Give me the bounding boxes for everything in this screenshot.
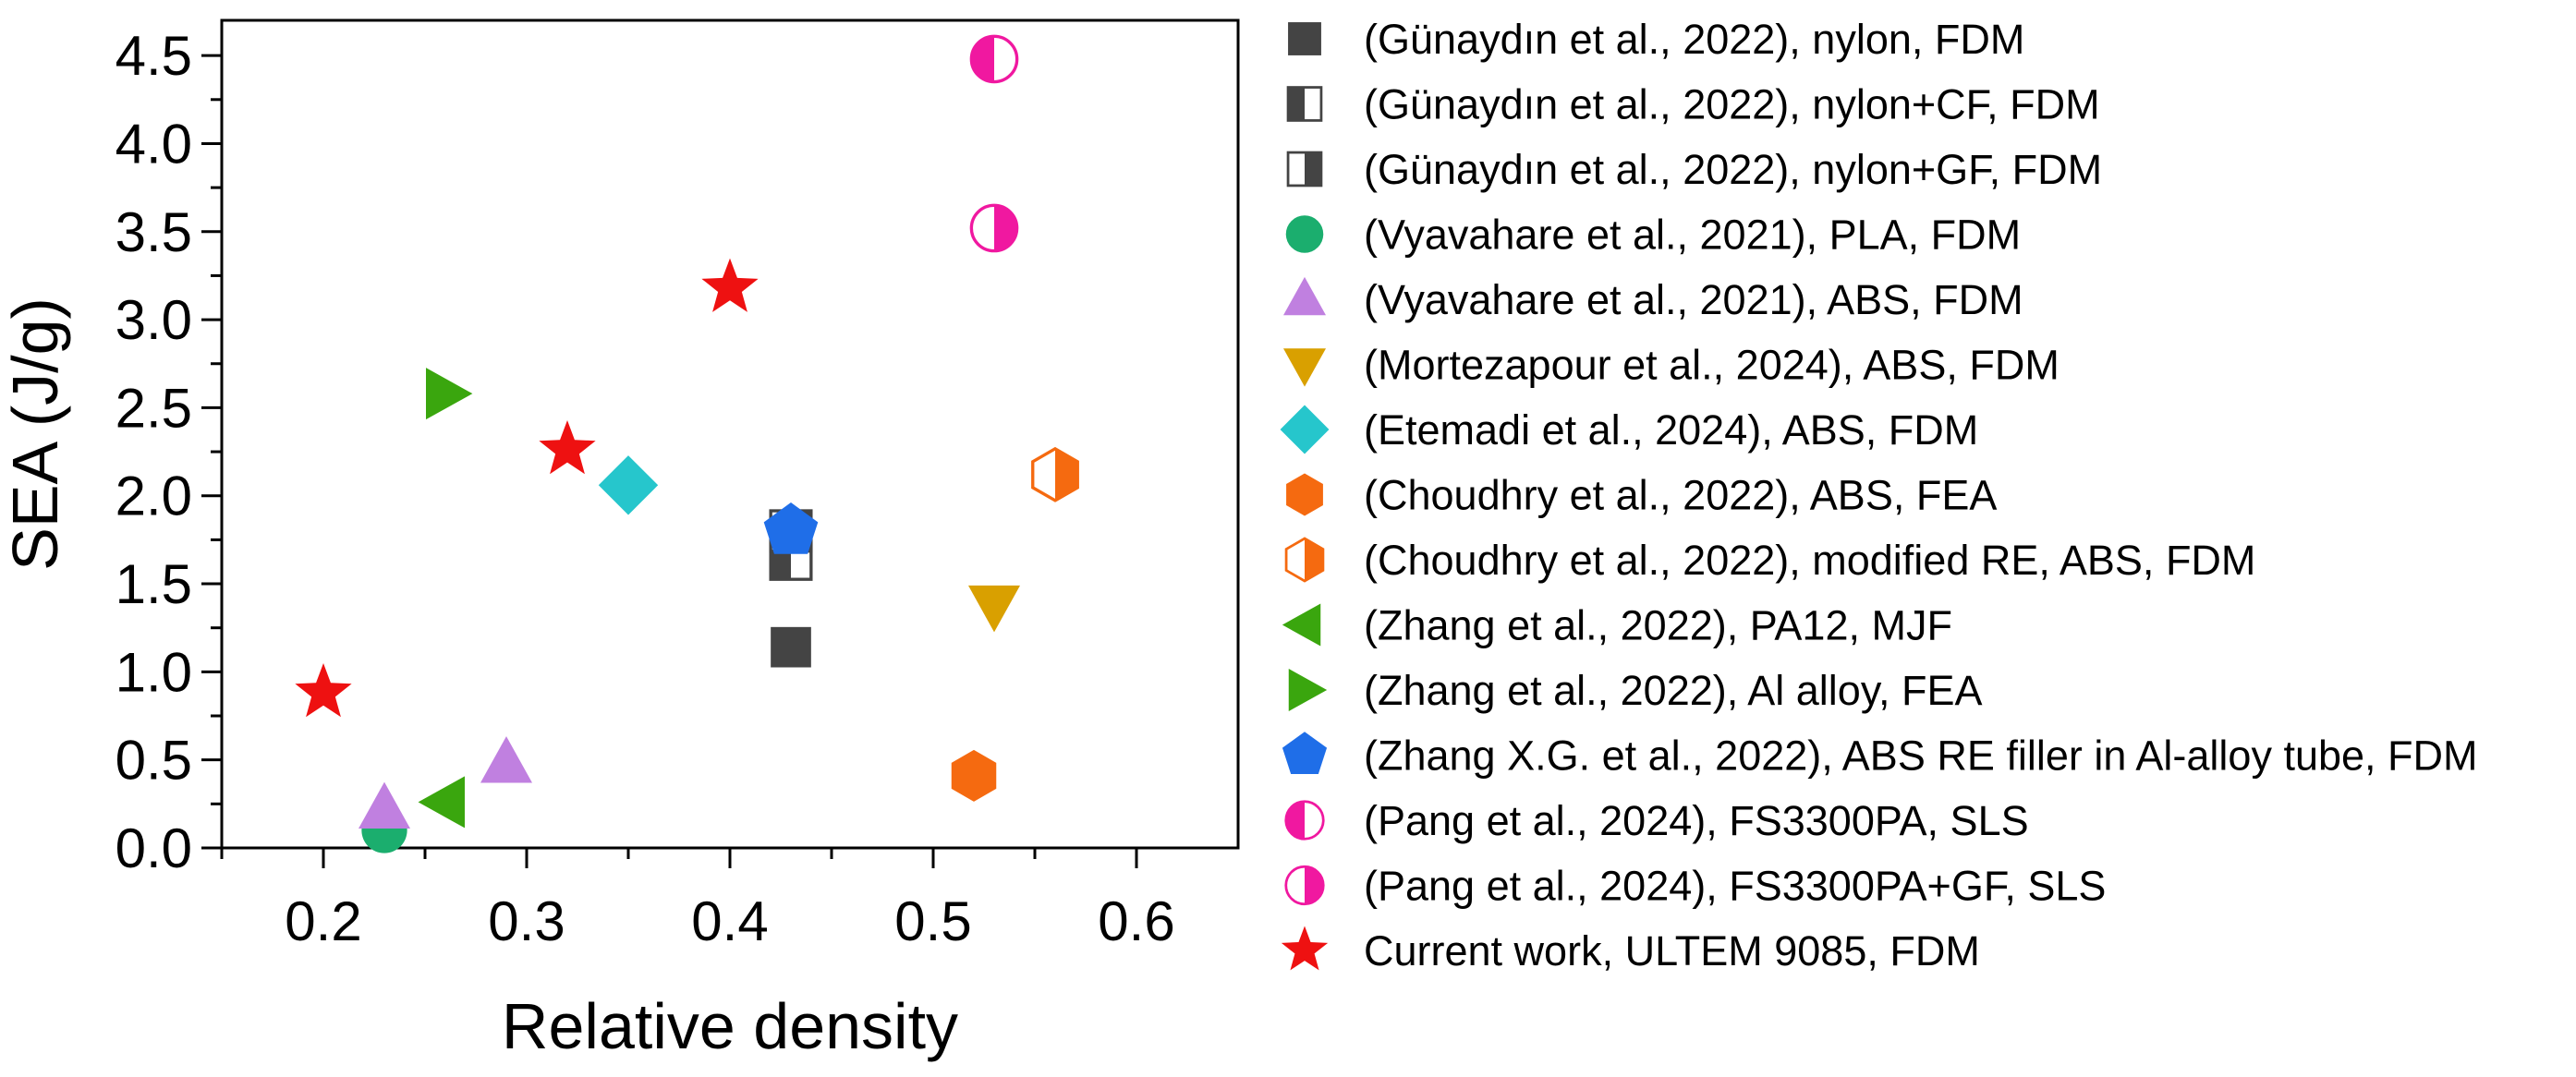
legend-label: (Zhang X.G. et al., 2022), ABS RE filler… (1364, 732, 2478, 780)
legend-marker (1284, 865, 1325, 906)
x-tick-label: 0.3 (488, 890, 565, 952)
y-tick-label: 4.0 (115, 113, 192, 175)
x-tick-label: 0.2 (285, 890, 361, 952)
x-axis-title: Relative density (502, 990, 958, 1062)
y-tick-label: 1.5 (115, 553, 192, 615)
y-tick-label: 1.0 (115, 641, 192, 703)
legend-label: (Vyavahare et al., 2021), PLA, FDM (1364, 212, 2021, 259)
y-tick-label: 0.5 (115, 730, 192, 792)
legend-marker (1282, 732, 1328, 774)
legend-label: (Etemadi et al., 2024), ABS, FDM (1364, 406, 1978, 454)
legend-marker (1281, 926, 1329, 971)
data-point (598, 455, 659, 515)
data-point (539, 419, 596, 475)
data-point (426, 368, 473, 420)
data-point (951, 749, 997, 802)
legend-marker (1280, 405, 1330, 454)
y-tick-label: 4.5 (115, 25, 192, 87)
legend-label: Current work, ULTEM 9085, FDM (1364, 927, 1980, 974)
legend-marker (1286, 473, 1323, 516)
x-tick-label: 0.4 (691, 890, 768, 952)
data-point (969, 203, 1019, 253)
y-axis-title: SEA (J/g) (0, 297, 71, 571)
data-point (968, 585, 1020, 633)
legend-marker (1284, 537, 1325, 583)
legend-label: (Choudhry et al., 2022), modified RE, AB… (1364, 537, 2255, 584)
y-tick-label: 0.0 (115, 817, 192, 879)
legend-marker (1282, 603, 1321, 647)
legend-label: (Zhang et al., 2022), Al alloy, FEA (1364, 667, 1983, 714)
data-points (295, 34, 1079, 853)
legend-label: (Pang et al., 2024), FS3300PA, SLS (1364, 797, 2029, 844)
legend-marker (1283, 276, 1326, 316)
legend-label: (Mortezapour et al., 2024), ABS, FDM (1364, 342, 2060, 389)
data-point (480, 736, 532, 783)
legend-marker (1286, 151, 1323, 188)
legend-marker (1284, 800, 1325, 841)
legend-label: (Günaydın et al., 2022), nylon, FDM (1364, 16, 2024, 63)
data-point (701, 258, 759, 312)
data-point (771, 626, 811, 668)
data-point (418, 776, 465, 829)
x-tick-label: 0.6 (1098, 890, 1174, 952)
plot-frame (220, 18, 1240, 850)
legend-marker (1286, 86, 1323, 122)
legend-label: (Choudhry et al., 2022), ABS, FEA (1364, 472, 1997, 519)
y-tick-label: 2.0 (115, 466, 192, 527)
legend-label: (Günaydın et al., 2022), nylon+GF, FDM (1364, 146, 2102, 193)
y-tick-label: 3.5 (115, 201, 192, 263)
data-point (1031, 446, 1079, 502)
legend-marker (1283, 348, 1326, 387)
data-point (358, 781, 410, 829)
legend-marker (1285, 215, 1324, 253)
data-point (969, 34, 1019, 84)
legend-marker (1288, 22, 1321, 55)
data-point (763, 502, 819, 554)
y-tick-label: 2.5 (115, 377, 192, 439)
legend-marker (1288, 669, 1328, 711)
legend: (Günaydın et al., 2022), nylon, FDM (Güna… (1280, 16, 2478, 974)
legend-label: (Pang et al., 2024), FS3300PA+GF, SLS (1364, 863, 2106, 910)
data-point (295, 663, 352, 718)
legend-label: (Zhang et al., 2022), PA12, MJF (1364, 602, 1952, 649)
axes: 0.2 0.3 0.4 0.5 0.6 0.0 0.5 1.0 1.5 2.0 2.5 3.0 3.5 4… (0, 18, 1240, 1062)
y-tick-label: 3.0 (115, 289, 192, 351)
legend-label: (Günaydın et al., 2022), nylon+CF, FDM (1364, 81, 2100, 128)
x-tick-label: 0.5 (894, 890, 971, 952)
legend-label: (Vyavahare et al., 2021), ABS, FDM (1364, 276, 2023, 323)
